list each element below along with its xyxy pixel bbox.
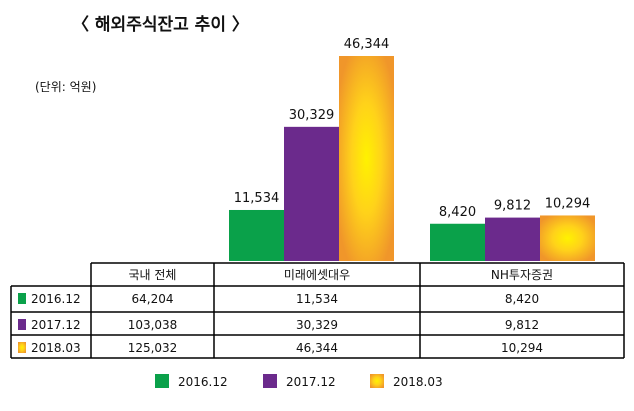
bar-2018.03-NH투자증권 [540,215,595,261]
legend-swatch [155,374,169,388]
table-header: 국내 전체 [129,268,177,282]
table-row-label: 2018.03 [31,341,81,355]
series-swatch [18,342,26,353]
series-swatch [18,293,26,304]
bar-value-label: 10,294 [545,196,591,211]
table-cell: 46,344 [296,341,338,355]
table-cell: 103,038 [128,318,178,332]
bar-value-label: 11,534 [234,191,280,206]
bar-value-label: 8,420 [439,205,476,220]
bar-2018.03-미래에셋대우 [339,56,394,261]
bar-2017.12-NH투자증권 [485,217,540,261]
table-cell: 125,032 [128,341,178,355]
bar-value-label: 46,344 [344,37,390,52]
legend-label: 2017.12 [286,375,336,389]
series-swatch [18,319,26,330]
bar-2016.12-미래에셋대우 [229,209,284,261]
table-cell: 10,294 [501,341,543,355]
table-cell: 30,329 [296,318,338,332]
legend-swatch [263,374,277,388]
bar-2016.12-NH투자증권 [430,223,485,261]
unit-label: (단위: 억원) [35,80,96,94]
table-cell: 8,420 [505,292,539,306]
bar-value-label: 30,329 [289,108,335,123]
table-header: 미래에셋대우 [284,268,350,282]
table-cell: 64,204 [132,292,174,306]
bar-2017.12-미래에셋대우 [284,126,339,261]
table-row-label: 2016.12 [31,292,81,306]
table-cell: 9,812 [505,318,539,332]
table-row-label: 2017.12 [31,318,81,332]
table-header: NH투자증권 [491,268,553,282]
bar-value-label: 9,812 [494,199,531,214]
legend-swatch [370,374,384,388]
legend-label: 2016.12 [178,375,228,389]
chart-title: 〈 해외주식잔고 추이 〉 [72,14,249,35]
legend-label: 2018.03 [393,375,443,389]
table-cell: 11,534 [296,292,338,306]
